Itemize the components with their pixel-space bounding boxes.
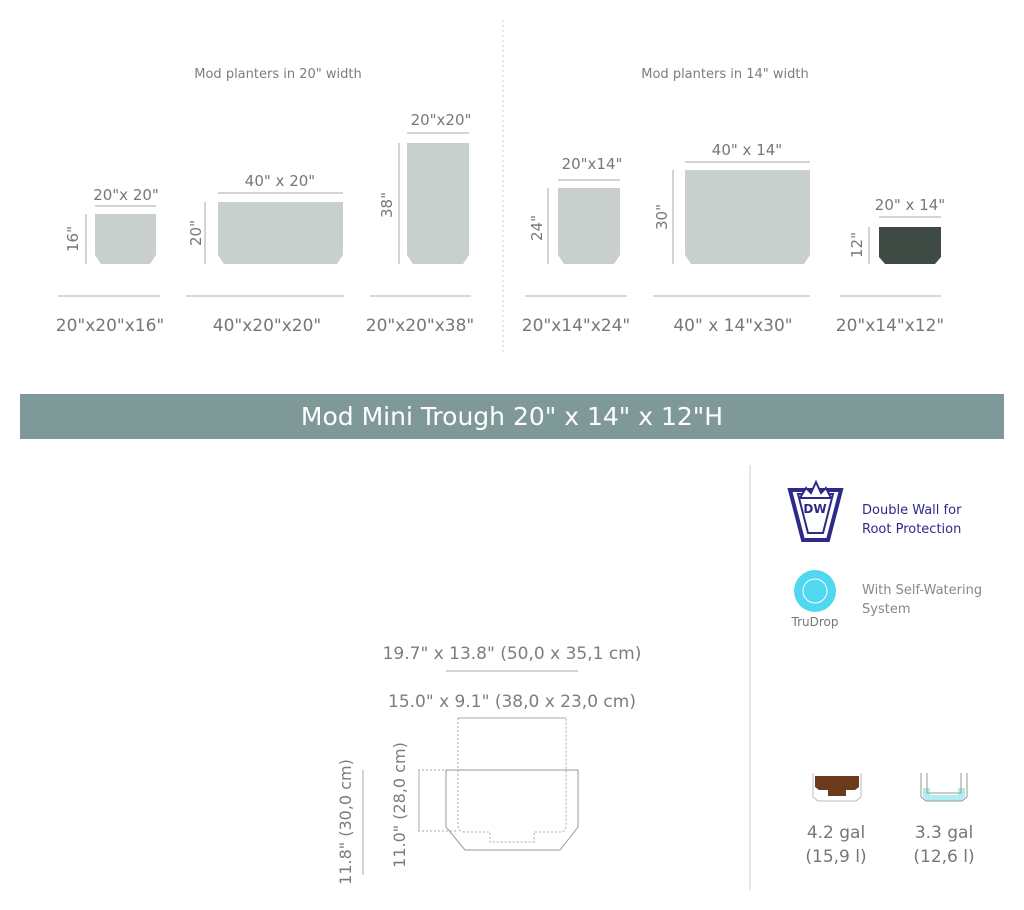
section-title-14: Mod planters in 14" width: [641, 67, 808, 82]
svg-text:20"x14"x12": 20"x14"x12": [836, 316, 944, 336]
svg-text:30": 30": [653, 204, 671, 230]
svg-text:40" x 14"x30": 40" x 14"x30": [673, 316, 792, 336]
svg-text:20": 20": [187, 220, 205, 246]
svg-text:(12,6 l): (12,6 l): [913, 847, 974, 867]
trudrop-icon: TruDrop: [791, 570, 839, 629]
svg-text:Double Wall for: Double Wall for: [862, 503, 962, 518]
svg-text:20"x20": 20"x20": [411, 111, 472, 129]
inner-height: 11.0" (28,0 cm): [390, 742, 409, 868]
svg-text:(15,9 l): (15,9 l): [805, 847, 866, 867]
capacity-water: 3.3 gal (12,6 l): [913, 773, 975, 867]
soil-volume-icon: [812, 773, 862, 802]
capacity-soil: 4.2 gal (15,9 l): [805, 773, 867, 867]
svg-text:40" x 14": 40" x 14": [712, 141, 782, 159]
svg-text:20"x 20": 20"x 20": [93, 186, 159, 204]
svg-text:12": 12": [848, 232, 866, 258]
planter-20x14x24: 20"x14" 24" 20"x14"x24": [522, 155, 630, 336]
planter-40x14x30: 40" x 14" 30" 40" x 14"x30": [653, 141, 810, 336]
product-title: Mod Mini Trough 20" x 14" x 12"H: [301, 402, 723, 431]
planter-20x20x16: 20"x 20" 16" 20"x20"x16": [56, 186, 164, 336]
outer-dimension: 19.7" x 13.8" (50,0 x 35,1 cm): [383, 644, 642, 664]
svg-text:40" x 20": 40" x 20": [245, 172, 315, 190]
svg-text:With Self-Watering: With Self-Watering: [862, 583, 982, 598]
svg-text:40"x20"x20": 40"x20"x20": [213, 316, 321, 336]
svg-text:38": 38": [378, 192, 396, 218]
feature-double-wall: DW Double Wall for Root Protection: [787, 479, 962, 542]
svg-text:Root Protection: Root Protection: [862, 522, 961, 537]
feature-self-watering: TruDrop With Self-Watering System: [791, 570, 982, 629]
technical-drawing: 19.7" x 13.8" (50,0 x 35,1 cm) 15.0" x 9…: [336, 644, 641, 885]
svg-text:20"x20"x38": 20"x20"x38": [366, 316, 474, 336]
svg-text:System: System: [862, 602, 910, 617]
svg-text:4.2 gal: 4.2 gal: [807, 823, 865, 843]
planter-20x14x12: 20" x 14" 12" 20"x14"x12": [836, 196, 945, 336]
svg-text:16": 16": [64, 226, 82, 252]
svg-text:20"x14": 20"x14": [562, 155, 623, 173]
double-wall-icon: DW: [787, 479, 844, 542]
svg-text:20"x14"x24": 20"x14"x24": [522, 316, 630, 336]
svg-text:20" x 14": 20" x 14": [875, 196, 945, 214]
svg-text:DW: DW: [803, 502, 826, 516]
title-banner: [20, 394, 1004, 439]
planter-20x20x38: 20"x20" 38" 20"x20"x38": [366, 111, 474, 336]
svg-text:3.3 gal: 3.3 gal: [915, 823, 973, 843]
svg-text:20"x20"x16": 20"x20"x16": [56, 316, 164, 336]
outer-height: 11.8" (30,0 cm): [336, 759, 355, 885]
section-title-20: Mod planters in 20" width: [194, 67, 361, 82]
water-reservoir-icon: [920, 773, 968, 802]
inner-dimension: 15.0" x 9.1" (38,0 x 23,0 cm): [388, 692, 636, 712]
svg-text:24": 24": [528, 215, 546, 241]
svg-text:TruDrop: TruDrop: [791, 615, 839, 629]
planter-40x20x20: 40" x 20" 20" 40"x20"x20": [186, 172, 344, 336]
